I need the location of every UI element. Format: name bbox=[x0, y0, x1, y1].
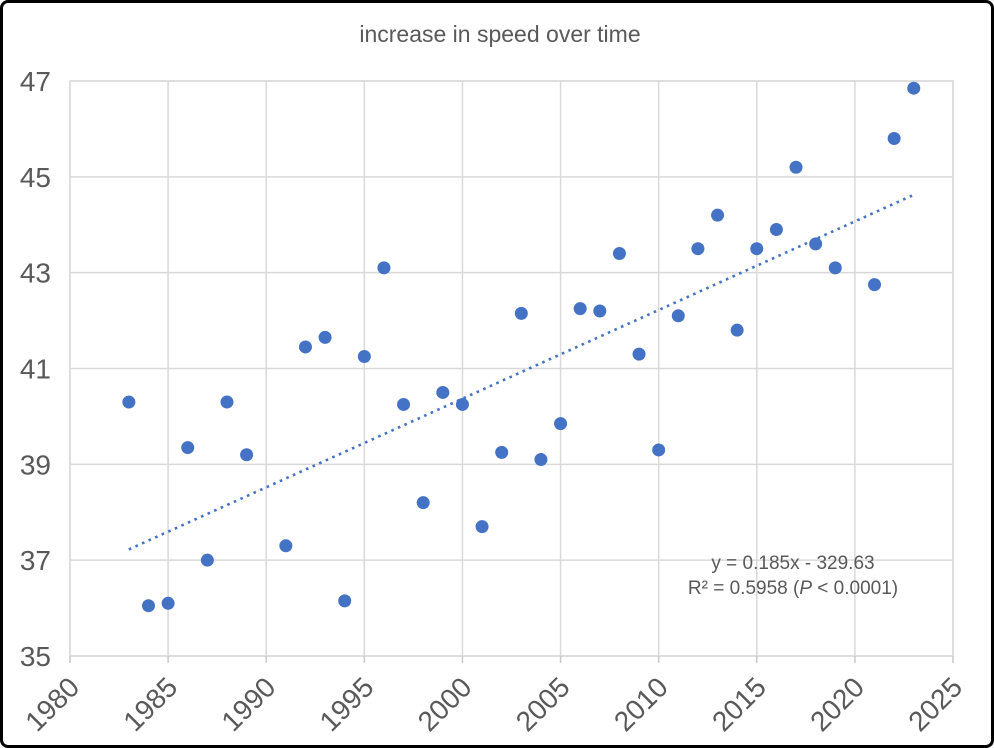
data-point bbox=[397, 397, 411, 411]
data-point bbox=[711, 208, 725, 222]
r2-text-prefix: R² = 0.5958 ( bbox=[687, 578, 800, 599]
y-tick-label: 37 bbox=[20, 545, 51, 576]
y-tick-label: 41 bbox=[20, 354, 51, 385]
data-point bbox=[122, 395, 136, 409]
data-point bbox=[161, 596, 175, 610]
data-point bbox=[436, 385, 450, 399]
data-point bbox=[612, 247, 626, 260]
trendline-equation: y = 0.185x - 329.63 bbox=[711, 553, 875, 574]
data-point bbox=[298, 340, 312, 354]
r2-text-suffix: < 0.0001) bbox=[812, 578, 899, 599]
data-point bbox=[632, 347, 646, 361]
y-tick-label: 47 bbox=[20, 66, 51, 97]
data-point bbox=[220, 395, 234, 409]
data-point bbox=[907, 81, 921, 95]
data-point bbox=[809, 237, 823, 251]
data-point bbox=[573, 302, 587, 316]
data-point bbox=[769, 223, 783, 237]
y-tick-label: 45 bbox=[20, 162, 51, 193]
data-point bbox=[279, 539, 293, 553]
y-tick-label: 35 bbox=[20, 641, 51, 672]
data-point bbox=[750, 242, 764, 256]
data-point bbox=[534, 453, 548, 467]
x-tick-label: 2020 bbox=[804, 671, 870, 737]
data-point bbox=[416, 496, 430, 510]
x-tick-label: 1995 bbox=[314, 671, 380, 737]
data-point bbox=[318, 330, 332, 344]
data-point bbox=[455, 397, 469, 411]
trendline-annotation: y = 0.185x - 329.63 R² = 0.5958 (P < 0.0… bbox=[643, 551, 943, 601]
x-tick-label: 2015 bbox=[706, 671, 772, 737]
x-tick-label: 2025 bbox=[902, 671, 968, 737]
data-point bbox=[593, 304, 607, 318]
data-point bbox=[789, 160, 803, 174]
x-tick-label: 2010 bbox=[608, 671, 674, 737]
x-tick-label: 1985 bbox=[117, 671, 183, 737]
data-point bbox=[691, 242, 705, 256]
data-point bbox=[730, 323, 744, 337]
scatter-plot: 35 37 39 41 43 45 47 1980 1985 1990 1995 2000 2005 20… bbox=[19, 66, 968, 737]
data-point bbox=[200, 553, 214, 567]
x-tick-label: 2000 bbox=[412, 671, 478, 737]
data-point bbox=[671, 309, 685, 323]
r2-p-symbol: P bbox=[799, 578, 812, 599]
y-tick-label: 43 bbox=[20, 258, 51, 289]
data-point bbox=[475, 520, 489, 534]
data-point bbox=[141, 599, 155, 613]
trendline-r2: R² = 0.5958 (P < 0.0001) bbox=[643, 576, 943, 601]
data-point bbox=[514, 306, 528, 320]
y-tick-label: 39 bbox=[20, 449, 51, 480]
data-point bbox=[377, 261, 391, 275]
data-point bbox=[652, 443, 666, 457]
data-point bbox=[554, 417, 568, 431]
data-point bbox=[828, 261, 842, 275]
x-tick-label: 2005 bbox=[510, 671, 576, 737]
data-point bbox=[868, 278, 882, 292]
data-point bbox=[887, 132, 901, 145]
data-point bbox=[240, 448, 254, 462]
plot-border bbox=[69, 80, 954, 657]
x-tick-label: 1980 bbox=[19, 671, 85, 737]
x-tick-label: 1990 bbox=[215, 671, 281, 737]
data-point bbox=[495, 445, 509, 459]
data-point bbox=[181, 441, 195, 455]
data-point bbox=[357, 350, 371, 364]
chart-title: increase in speed over time bbox=[359, 21, 641, 47]
data-point bbox=[338, 594, 352, 608]
trend-line bbox=[128, 193, 915, 551]
